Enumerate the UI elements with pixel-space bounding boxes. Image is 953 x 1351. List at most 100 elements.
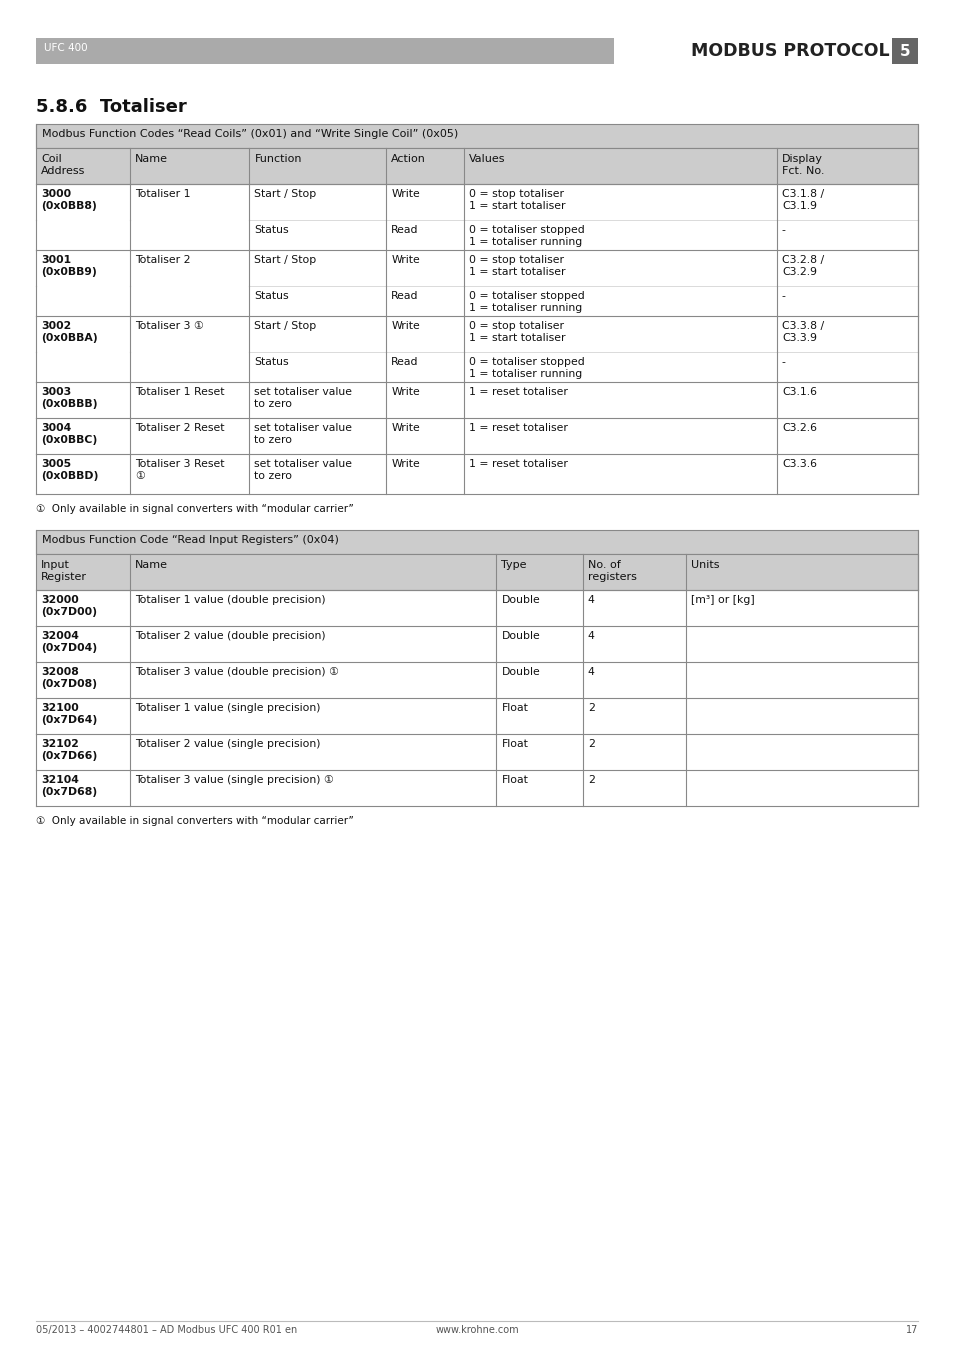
Text: Display
Fct. No.: Display Fct. No. [781,154,823,177]
Text: Read: Read [391,357,418,367]
Text: -: - [781,357,785,367]
Text: Start / Stop: Start / Stop [254,255,316,265]
Text: Totaliser 1 Reset: Totaliser 1 Reset [135,386,225,397]
Text: Totaliser 1 value (double precision): Totaliser 1 value (double precision) [135,594,326,605]
Text: 0 = totaliser stopped
1 = totaliser running: 0 = totaliser stopped 1 = totaliser runn… [468,357,584,380]
Text: set totaliser value
to zero: set totaliser value to zero [254,386,352,409]
Text: Write: Write [391,322,419,331]
Text: Action: Action [391,154,426,163]
Text: Totaliser 2 value (double precision): Totaliser 2 value (double precision) [135,631,326,640]
Text: 4: 4 [587,631,594,640]
Text: -: - [781,290,785,301]
Text: Totaliser 1: Totaliser 1 [135,189,191,199]
Text: 3000
(0x0BB8): 3000 (0x0BB8) [41,189,96,211]
Bar [36,149,917,184]
Text: 3001
(0x0BB9): 3001 (0x0BB9) [41,255,96,277]
Text: [m³] or [kg]: [m³] or [kg] [690,594,754,605]
Text: C3.2.6: C3.2.6 [781,423,816,434]
Text: Totaliser 1 value (single precision): Totaliser 1 value (single precision) [135,703,320,713]
Text: Name: Name [135,154,168,163]
Text: Name: Name [135,561,168,570]
Text: Input
Register: Input Register [41,561,87,582]
Bar [36,554,917,590]
Text: set totaliser value
to zero: set totaliser value to zero [254,459,352,481]
Text: Coil
Address: Coil Address [41,154,85,177]
Text: set totaliser value
to zero: set totaliser value to zero [254,423,352,446]
Text: 05/2013 – 4002744801 – AD Modbus UFC 400 R01 en: 05/2013 – 4002744801 – AD Modbus UFC 400… [36,1325,297,1335]
Text: 0 = stop totaliser
1 = start totaliser: 0 = stop totaliser 1 = start totaliser [468,322,565,343]
Text: 0 = stop totaliser
1 = start totaliser: 0 = stop totaliser 1 = start totaliser [468,255,565,277]
Text: 5: 5 [899,43,909,58]
Text: Double: Double [501,667,539,677]
Text: 32104
(0x7D68): 32104 (0x7D68) [41,775,97,797]
Text: C3.3.6: C3.3.6 [781,459,816,469]
Text: 3003
(0x0BBB): 3003 (0x0BBB) [41,386,97,409]
Text: Write: Write [391,189,419,199]
Text: 32102
(0x7D66): 32102 (0x7D66) [41,739,97,762]
Text: 32008
(0x7D08): 32008 (0x7D08) [41,667,97,689]
Bar [891,38,917,63]
Text: 0 = totaliser stopped
1 = totaliser running: 0 = totaliser stopped 1 = totaliser runn… [468,226,584,247]
Text: 32000
(0x7D00): 32000 (0x7D00) [41,594,97,617]
Text: Status: Status [254,290,289,301]
Text: Write: Write [391,386,419,397]
Text: Totaliser 2 Reset: Totaliser 2 Reset [135,423,225,434]
Text: 32004
(0x7D04): 32004 (0x7D04) [41,631,97,654]
Text: 2: 2 [587,703,594,713]
Text: No. of
registers: No. of registers [587,561,636,582]
Text: Write: Write [391,459,419,469]
Text: -: - [781,226,785,235]
Bar [36,530,917,554]
Text: Values: Values [468,154,505,163]
Text: 4: 4 [587,594,594,605]
Text: Double: Double [501,594,539,605]
Text: C3.1.6: C3.1.6 [781,386,816,397]
Text: Start / Stop: Start / Stop [254,189,316,199]
Text: Totaliser 3 Reset
①: Totaliser 3 Reset ① [135,459,225,481]
Text: 3004
(0x0BBC): 3004 (0x0BBC) [41,423,97,446]
Text: Status: Status [254,226,289,235]
Text: Modbus Function Code “Read Input Registers” (0x04): Modbus Function Code “Read Input Registe… [42,535,338,544]
Text: 5.8.6  Totaliser: 5.8.6 Totaliser [36,99,187,116]
Text: 0 = stop totaliser
1 = start totaliser: 0 = stop totaliser 1 = start totaliser [468,189,565,211]
Text: Float: Float [501,775,528,785]
Text: Double: Double [501,631,539,640]
Text: 0 = totaliser stopped
1 = totaliser running: 0 = totaliser stopped 1 = totaliser runn… [468,290,584,313]
Text: Write: Write [391,423,419,434]
Text: ①  Only available in signal converters with “modular carrier”: ① Only available in signal converters wi… [36,816,354,825]
Text: www.krohne.com: www.krohne.com [435,1325,518,1335]
Text: 4: 4 [587,667,594,677]
Text: Units: Units [690,561,719,570]
Text: Totaliser 3 ①: Totaliser 3 ① [135,322,204,331]
Text: Totaliser 3 value (single precision) ①: Totaliser 3 value (single precision) ① [135,775,334,785]
Bar [36,124,917,149]
Text: MODBUS PROTOCOL: MODBUS PROTOCOL [691,42,889,59]
Text: 1 = reset totaliser: 1 = reset totaliser [468,386,567,397]
Text: 1 = reset totaliser: 1 = reset totaliser [468,459,567,469]
Text: 32100
(0x7D64): 32100 (0x7D64) [41,703,97,725]
Text: 2: 2 [587,775,594,785]
Text: Function: Function [254,154,302,163]
Text: C3.1.8 /
C3.1.9: C3.1.8 / C3.1.9 [781,189,823,211]
Text: Float: Float [501,739,528,748]
Text: 1 = reset totaliser: 1 = reset totaliser [468,423,567,434]
Text: Totaliser 2: Totaliser 2 [135,255,191,265]
Text: Totaliser 3 value (double precision) ①: Totaliser 3 value (double precision) ① [135,667,339,677]
Text: Status: Status [254,357,289,367]
Text: Modbus Function Codes “Read Coils” (0x01) and “Write Single Coil” (0x05): Modbus Function Codes “Read Coils” (0x01… [42,128,457,139]
Bar [36,38,614,63]
Text: 17: 17 [904,1325,917,1335]
Text: C3.3.8 /
C3.3.9: C3.3.8 / C3.3.9 [781,322,823,343]
Text: 2: 2 [587,739,594,748]
Text: Start / Stop: Start / Stop [254,322,316,331]
Text: Read: Read [391,226,418,235]
Text: ①  Only available in signal converters with “modular carrier”: ① Only available in signal converters wi… [36,504,354,513]
Text: 3005
(0x0BBD): 3005 (0x0BBD) [41,459,98,481]
Text: Totaliser 2 value (single precision): Totaliser 2 value (single precision) [135,739,320,748]
Text: C3.2.8 /
C3.2.9: C3.2.8 / C3.2.9 [781,255,823,277]
Text: 3002
(0x0BBA): 3002 (0x0BBA) [41,322,97,343]
Text: UFC 400: UFC 400 [44,43,88,53]
Text: Float: Float [501,703,528,713]
Text: Write: Write [391,255,419,265]
Text: Read: Read [391,290,418,301]
